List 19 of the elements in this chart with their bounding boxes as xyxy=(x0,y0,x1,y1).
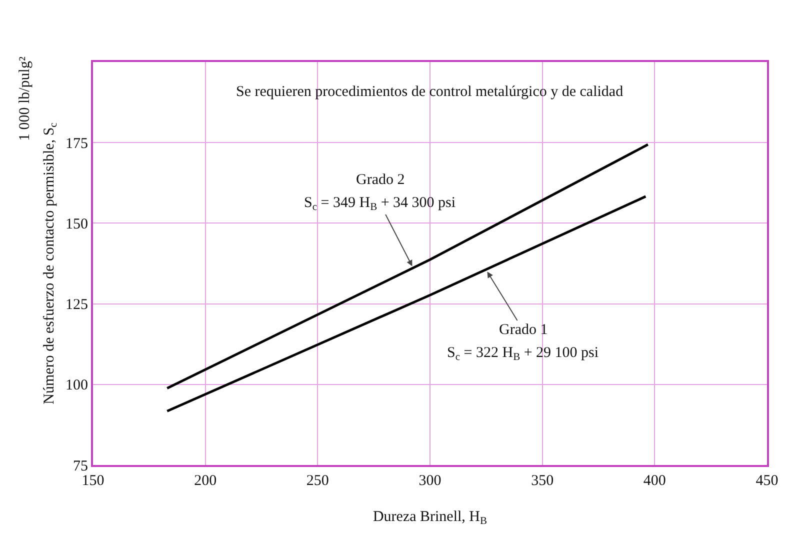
y-tick-label: 100 xyxy=(66,378,88,394)
y-tick-label: 125 xyxy=(66,297,88,314)
y-tick-label: 150 xyxy=(66,216,88,232)
annotation: Grado 1 xyxy=(499,322,548,338)
annotation: Se requieren procedimientos de control metalúrgico y de calidad xyxy=(236,84,624,100)
x-tick-label: 300 xyxy=(418,473,442,489)
x-axis-title: Dureza Brinell, H$_{B}$ xyxy=(372,509,488,528)
x-tick-label: 200 xyxy=(194,473,217,489)
annotation: S$_{c}$ = 322 H$_{B}$ + 29 100 psi xyxy=(447,345,599,364)
x-tick-label: 350 xyxy=(531,473,554,489)
x-tick-label: 250 xyxy=(306,473,329,489)
y-tick-label: 75 xyxy=(73,458,88,474)
x-tick-label: 150 xyxy=(82,473,104,489)
text: 1 000 lb/pulg² xyxy=(17,56,34,142)
annotation: S$_{c}$ = 349 H$_{B}$ + 34 300 psi xyxy=(304,195,456,214)
y-tick-label: 175 xyxy=(66,136,88,152)
annotation: Grado 2 xyxy=(356,172,405,188)
x-tick-label: 400 xyxy=(643,473,666,489)
x-tick-label: 450 xyxy=(756,473,778,489)
